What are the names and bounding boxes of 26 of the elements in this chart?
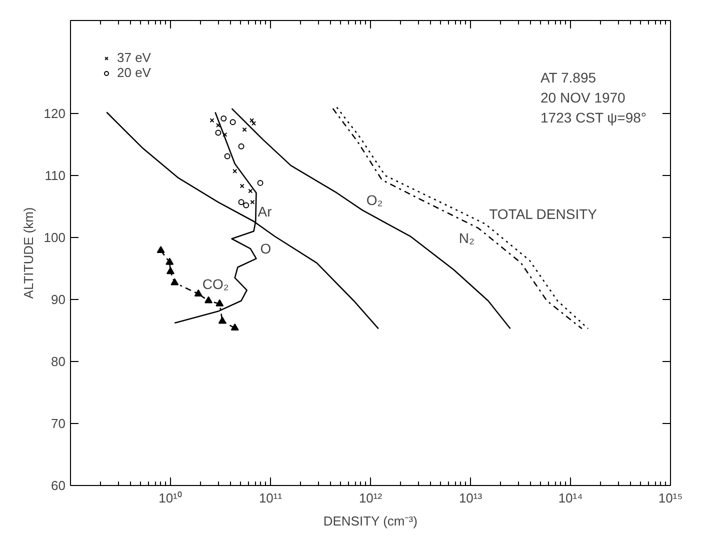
y-tick-label: 60 [51, 478, 66, 493]
annotation: 20 NOV 1970 [540, 90, 626, 106]
series-label: TOTAL DENSITY [489, 206, 598, 222]
series-label: Ar [258, 203, 272, 220]
legend-label: 20 eV [117, 65, 151, 80]
x-tick-label: 10¹⁴ [558, 490, 583, 506]
x-tick-label: 10¹¹ [258, 490, 283, 506]
x-tick-label: 10¹³ [458, 490, 483, 506]
annotation: 1723 CST ψ=98° [540, 110, 646, 126]
series-label: N₂ [458, 230, 474, 246]
y-tick-label: 90 [51, 292, 66, 307]
series-label: O [260, 240, 272, 257]
x-tick-label: 10¹⁰ [158, 490, 182, 506]
series-label: CO₂ [202, 276, 229, 292]
y-axis-title: ALTITUDE (km) [20, 207, 36, 299]
x-tick-label: 10¹² [358, 490, 383, 506]
y-tick-label: 80 [51, 354, 66, 369]
y-tick-label: 70 [51, 416, 66, 431]
y-tick-label: 120 [44, 106, 66, 121]
series-label: O₂ [366, 192, 383, 208]
x-tick-label: 10¹⁵ [658, 490, 683, 506]
y-tick-label: 100 [44, 230, 66, 245]
x-axis-title: DENSITY (cm⁻³) [323, 514, 418, 528]
y-tick-label: 110 [44, 168, 66, 183]
legend-label: 37 eV [117, 50, 151, 65]
annotation: AT 7.895 [540, 70, 596, 86]
